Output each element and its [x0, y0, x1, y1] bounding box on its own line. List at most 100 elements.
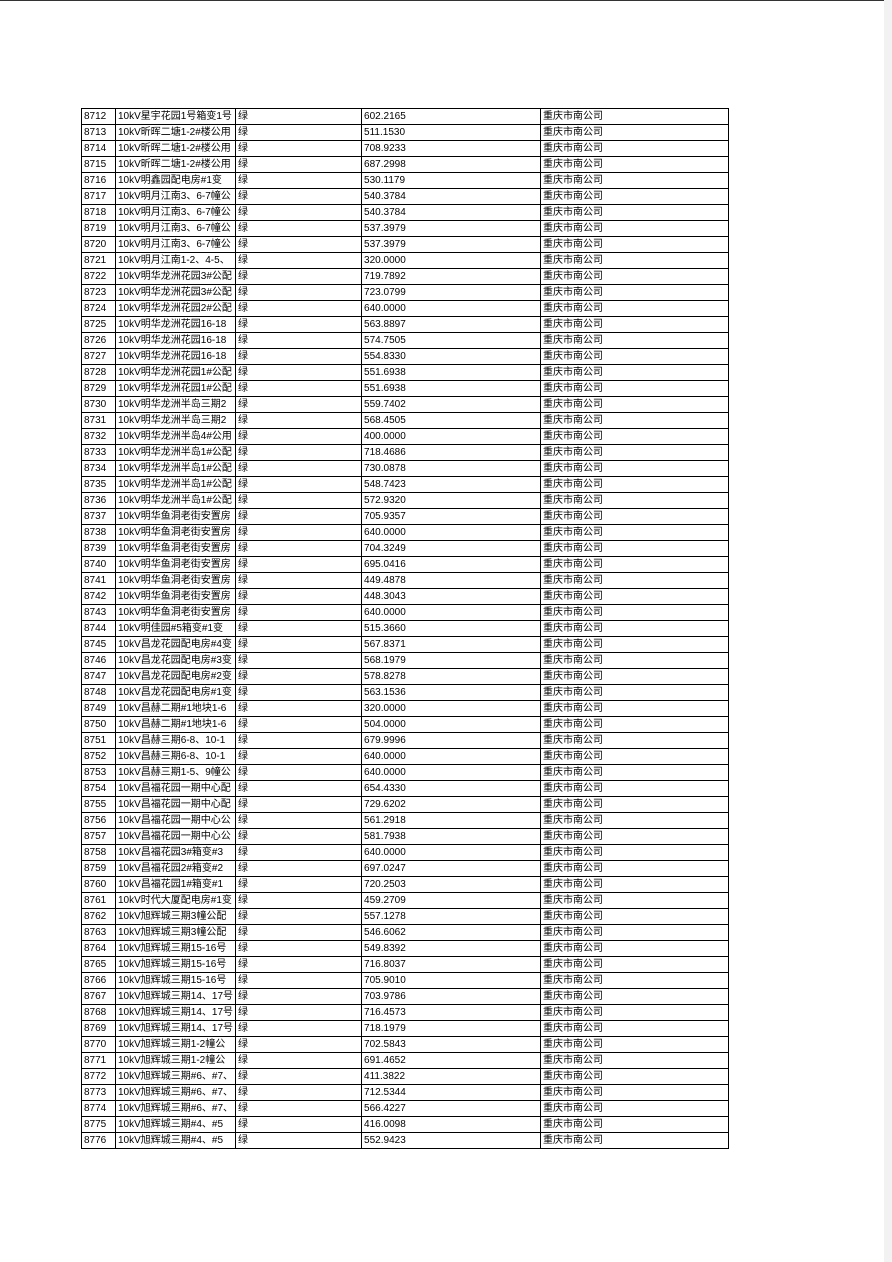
company: 重庆市南公司 — [540, 348, 730, 365]
station-name: 10kV昌龙花园配电房#1变 — [114, 684, 237, 701]
status: 绿 — [235, 156, 363, 173]
top-border — [0, 0, 892, 1]
table-row: 8759 10kV昌福花园2#箱变#2 绿 697.0247 重庆市南公司 — [81, 860, 730, 877]
company: 重庆市南公司 — [540, 716, 730, 733]
station-name: 10kV明月江南1-2、4-5、 — [114, 252, 237, 269]
capacity: 411.3822 — [361, 1068, 542, 1085]
table-row: 8750 10kV昌赫二期#1地块1-6 绿 504.0000 重庆市南公司 — [81, 716, 730, 733]
station-name: 10kV旭辉城三期#4、#5 — [114, 1116, 237, 1133]
station-name: 10kV旭辉城三期15-16号 — [114, 940, 237, 957]
station-name: 10kV旭辉城三期1-2幢公 — [114, 1036, 237, 1053]
row-id: 8757 — [81, 828, 116, 845]
table-row: 8752 10kV昌赫三期6-8、10-1 绿 640.0000 重庆市南公司 — [81, 748, 730, 765]
status: 绿 — [235, 1004, 363, 1021]
station-name: 10kV昌赫二期#1地块1-6 — [114, 700, 237, 717]
company: 重庆市南公司 — [540, 300, 730, 317]
row-id: 8759 — [81, 860, 116, 877]
capacity: 563.1536 — [361, 684, 542, 701]
company: 重庆市南公司 — [540, 764, 730, 781]
capacity: 640.0000 — [361, 524, 542, 541]
status: 绿 — [235, 492, 363, 509]
row-id: 8716 — [81, 172, 116, 189]
company: 重庆市南公司 — [540, 316, 730, 333]
status: 绿 — [235, 796, 363, 813]
capacity: 654.4330 — [361, 780, 542, 797]
capacity: 703.9786 — [361, 988, 542, 1005]
row-id: 8717 — [81, 188, 116, 205]
company: 重庆市南公司 — [540, 140, 730, 157]
company: 重庆市南公司 — [540, 684, 730, 701]
company: 重庆市南公司 — [540, 860, 730, 877]
status: 绿 — [235, 988, 363, 1005]
table-row: 8774 10kV旭辉城三期#6、#7、绿 566.4227 重庆市南公司 — [81, 1100, 730, 1117]
table-row: 8756 10kV昌福花园一期中心公绿 561.2918 重庆市南公司 — [81, 812, 730, 829]
table-row: 8767 10kV旭辉城三期14、17号绿 703.9786 重庆市南公司 — [81, 988, 730, 1005]
table-row: 8713 10kV昕晖二塘1-2#楼公用绿 511.1530 重庆市南公司 — [81, 124, 730, 141]
status: 绿 — [235, 1116, 363, 1133]
status: 绿 — [235, 172, 363, 189]
station-name: 10kV昌福花园1#箱变#1 — [114, 876, 237, 893]
table-row: 8740 10kV明华鱼洞老街安置房绿 695.0416 重庆市南公司 — [81, 556, 730, 573]
table-row: 8755 10kV昌福花园一期中心配绿 729.6202 重庆市南公司 — [81, 796, 730, 813]
station-name: 10kV旭辉城三期1-2幢公 — [114, 1052, 237, 1069]
capacity: 705.9010 — [361, 972, 542, 989]
company: 重庆市南公司 — [540, 156, 730, 173]
row-id: 8767 — [81, 988, 116, 1005]
company: 重庆市南公司 — [540, 556, 730, 573]
station-name: 10kV明华龙洲半岛4#公用 — [114, 428, 237, 445]
row-id: 8724 — [81, 300, 116, 317]
status: 绿 — [235, 764, 363, 781]
station-name: 10kV明月江南3、6-7幢公 — [114, 188, 237, 205]
table-row: 8736 10kV明华龙洲半岛1#公配绿 572.9320 重庆市南公司 — [81, 492, 730, 509]
status: 绿 — [235, 860, 363, 877]
row-id: 8750 — [81, 716, 116, 733]
table-row: 8732 10kV明华龙洲半岛4#公用绿 400.0000 重庆市南公司 — [81, 428, 730, 445]
company: 重庆市南公司 — [540, 268, 730, 285]
status: 绿 — [235, 300, 363, 317]
status: 绿 — [235, 828, 363, 845]
status: 绿 — [235, 1132, 363, 1149]
row-id: 8770 — [81, 1036, 116, 1053]
capacity: 504.0000 — [361, 716, 542, 733]
company: 重庆市南公司 — [540, 1132, 730, 1149]
company: 重庆市南公司 — [540, 652, 730, 669]
company: 重庆市南公司 — [540, 668, 730, 685]
station-name: 10kV明佳园#5箱变#1变 — [114, 620, 237, 637]
row-id: 8748 — [81, 684, 116, 701]
company: 重庆市南公司 — [540, 844, 730, 861]
row-id: 8731 — [81, 412, 116, 429]
status: 绿 — [235, 236, 363, 253]
row-id: 8732 — [81, 428, 116, 445]
capacity: 552.9423 — [361, 1132, 542, 1149]
capacity: 563.8897 — [361, 316, 542, 333]
table-row: 8741 10kV明华鱼洞老街安置房绿 449.4878 重庆市南公司 — [81, 572, 730, 589]
status: 绿 — [235, 396, 363, 413]
status: 绿 — [235, 124, 363, 141]
row-id: 8723 — [81, 284, 116, 301]
station-name: 10kV旭辉城三期14、17号 — [114, 1004, 237, 1021]
capacity: 557.1278 — [361, 908, 542, 925]
station-name: 10kV旭辉城三期3幢公配 — [114, 908, 237, 925]
company: 重庆市南公司 — [540, 204, 730, 221]
row-id: 8764 — [81, 940, 116, 957]
company: 重庆市南公司 — [540, 444, 730, 461]
table-row: 8753 10kV昌赫三期1-5、9幢公绿 640.0000 重庆市南公司 — [81, 764, 730, 781]
status: 绿 — [235, 604, 363, 621]
status: 绿 — [235, 108, 363, 125]
station-name: 10kV昕晖二塘1-2#楼公用 — [114, 140, 237, 157]
company: 重庆市南公司 — [540, 220, 730, 237]
row-id: 8761 — [81, 892, 116, 909]
company: 重庆市南公司 — [540, 540, 730, 557]
station-name: 10kV明华龙洲半岛三期2 — [114, 412, 237, 429]
status: 绿 — [235, 1100, 363, 1117]
table-row: 8776 10kV旭辉城三期#4、#5 绿 552.9423 重庆市南公司 — [81, 1132, 730, 1149]
station-name: 10kV旭辉城三期15-16号 — [114, 972, 237, 989]
capacity: 691.4652 — [361, 1052, 542, 1069]
station-name: 10kV昌福花园一期中心配 — [114, 780, 237, 797]
station-name: 10kV明华鱼洞老街安置房 — [114, 508, 237, 525]
table-row: 8765 10kV旭辉城三期15-16号绿 716.8037 重庆市南公司 — [81, 956, 730, 973]
capacity: 679.9996 — [361, 732, 542, 749]
capacity: 546.6062 — [361, 924, 542, 941]
station-name: 10kV昕晖二塘1-2#楼公用 — [114, 156, 237, 173]
